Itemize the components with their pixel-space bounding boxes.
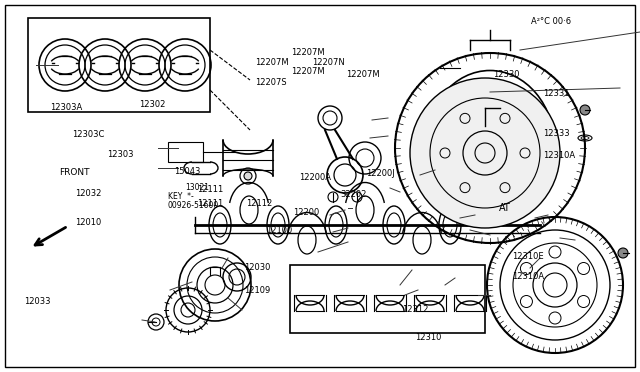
Text: 12207M: 12207M [291,48,325,57]
Text: 12310: 12310 [415,333,441,342]
Circle shape [244,172,252,180]
Text: 12111: 12111 [197,199,223,208]
Text: 12207M: 12207M [291,67,325,76]
Text: 12200: 12200 [293,208,319,217]
Text: 15043: 15043 [174,167,200,176]
Text: 12111: 12111 [197,185,223,194]
Text: 32202: 32202 [340,190,367,199]
Text: 12109: 12109 [244,286,271,295]
Circle shape [580,105,590,115]
Bar [168,142,203,162]
Text: 12303C: 12303C [72,130,104,139]
Text: KEY  *-: KEY *- [168,192,193,201]
Text: 12207N: 12207N [312,58,345,67]
Text: 12200A: 12200A [300,173,332,182]
Text: 12310E: 12310E [512,252,543,261]
Text: 12302: 12302 [140,100,166,109]
Text: 12312: 12312 [402,305,428,314]
Text: 12200J: 12200J [366,169,395,178]
Text: 12010: 12010 [76,218,102,227]
Text: 12303: 12303 [108,150,134,159]
Bar [28,18,210,112]
Text: 12207S: 12207S [255,78,286,87]
Bar [290,265,485,333]
Text: 12310A: 12310A [543,151,575,160]
Circle shape [618,248,628,258]
Text: 12100: 12100 [266,226,292,235]
Text: AT: AT [499,203,511,213]
Text: 13021: 13021 [186,183,210,192]
Text: 12310A: 12310A [512,272,544,281]
Text: A²°C 00·6: A²°C 00·6 [531,17,572,26]
Text: 12333: 12333 [543,129,570,138]
Text: 12207M: 12207M [346,70,380,79]
Circle shape [410,78,560,228]
Text: 12330: 12330 [493,70,519,79]
Text: 12033: 12033 [24,297,51,306]
Text: FRONT: FRONT [59,168,90,177]
Text: 12032: 12032 [76,189,102,198]
Text: 12207M: 12207M [255,58,289,67]
Text: 00926-51600: 00926-51600 [168,201,219,210]
Text: 12030: 12030 [244,263,271,272]
Text: 12331: 12331 [543,89,569,98]
Text: 12303A: 12303A [50,103,82,112]
Text: 12112: 12112 [246,199,273,208]
